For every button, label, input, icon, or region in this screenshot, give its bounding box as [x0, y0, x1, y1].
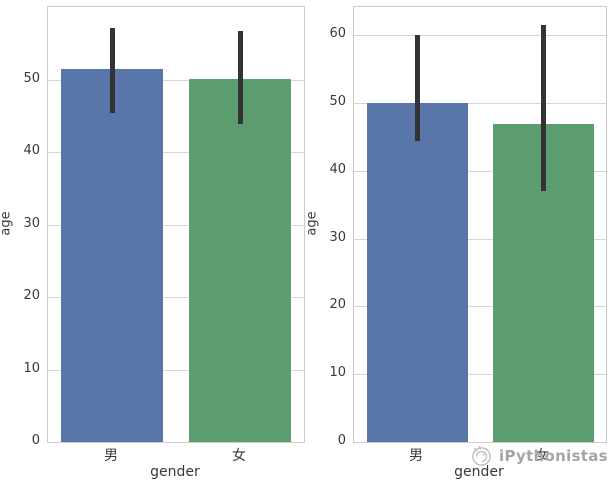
gridline-50 [48, 80, 304, 81]
gridline-30 [354, 239, 606, 240]
y-tick-label-10: 10 [23, 361, 40, 376]
bar-female [189, 79, 291, 442]
y-tick-label-60: 60 [329, 26, 346, 41]
plot-area [353, 6, 607, 443]
barplot-left: age gender 0 10 20 30 40 50 男女 [0, 6, 305, 480]
y-tick-label-10: 10 [329, 365, 346, 380]
gridline-20 [48, 297, 304, 298]
y-tick-label-50: 50 [329, 94, 346, 109]
y-tick-label-30: 30 [23, 216, 40, 231]
gridline-60 [354, 35, 606, 36]
gridline-30 [48, 225, 304, 226]
x-tick-label-male: 男 [104, 448, 118, 464]
error-bar-male [415, 35, 420, 141]
gridline-10 [354, 374, 606, 375]
gridline-40 [354, 171, 606, 172]
plot-area [47, 6, 305, 443]
y-tick-label-0: 0 [31, 433, 40, 448]
error-bar-female [238, 31, 243, 124]
gridline-40 [48, 152, 304, 153]
gridline-20 [354, 306, 606, 307]
error-bar-male [110, 28, 115, 113]
x-tick-label-female: 女 [535, 448, 549, 464]
y-tick-label-20: 20 [23, 288, 40, 303]
x-axis-label: gender [454, 464, 504, 480]
y-tick-label-20: 20 [329, 297, 346, 312]
y-tick-label-40: 40 [329, 162, 346, 177]
barplot-right: age gender 0 10 20 30 40 50 60 男女 [305, 0, 612, 487]
x-tick-label-female: 女 [232, 448, 246, 464]
gridline-10 [48, 370, 304, 371]
y-tick-label-0: 0 [337, 433, 346, 448]
x-axis-label: gender [150, 464, 200, 480]
x-tick-label-male: 男 [409, 448, 423, 464]
bar-male [61, 69, 163, 442]
y-tick-label-50: 50 [23, 71, 40, 86]
y-tick-label-40: 40 [23, 143, 40, 158]
y-tick-label-30: 30 [329, 230, 346, 245]
gridline-50 [354, 103, 606, 104]
error-bar-female [541, 25, 546, 191]
bar-male [367, 103, 468, 442]
